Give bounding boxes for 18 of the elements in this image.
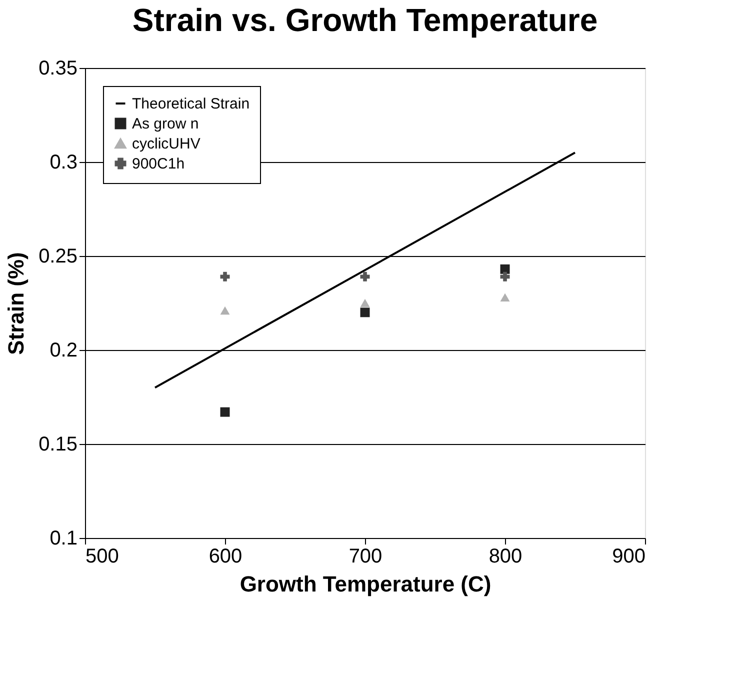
x-tick-label: 900 bbox=[612, 546, 646, 568]
legend-label: As grow n bbox=[132, 116, 199, 132]
x-tick-label: 500 bbox=[86, 546, 119, 568]
y-tick-label: 0.1 bbox=[50, 528, 78, 550]
x-tick-label: 700 bbox=[348, 546, 382, 568]
y-tick-label: 0.15 bbox=[38, 434, 78, 456]
x-axis-title: Growth Temperature (C) bbox=[240, 572, 492, 596]
legend-label: Theoretical Strain bbox=[132, 96, 250, 112]
x-tick-label: 600 bbox=[208, 546, 242, 568]
y-axis-title: Strain (%) bbox=[4, 252, 29, 355]
chart-title: Strain vs. Growth Temperature bbox=[132, 2, 598, 38]
x-tick-label: 800 bbox=[488, 546, 522, 568]
legend-label: cyclicUHV bbox=[132, 136, 200, 152]
y-tick-label: 0.25 bbox=[38, 246, 78, 268]
y-tick-label: 0.2 bbox=[50, 340, 78, 362]
y-tick-label: 0.3 bbox=[50, 152, 78, 174]
legend-label: 900C1h bbox=[132, 156, 185, 172]
y-tick-label: 0.35 bbox=[38, 58, 78, 80]
